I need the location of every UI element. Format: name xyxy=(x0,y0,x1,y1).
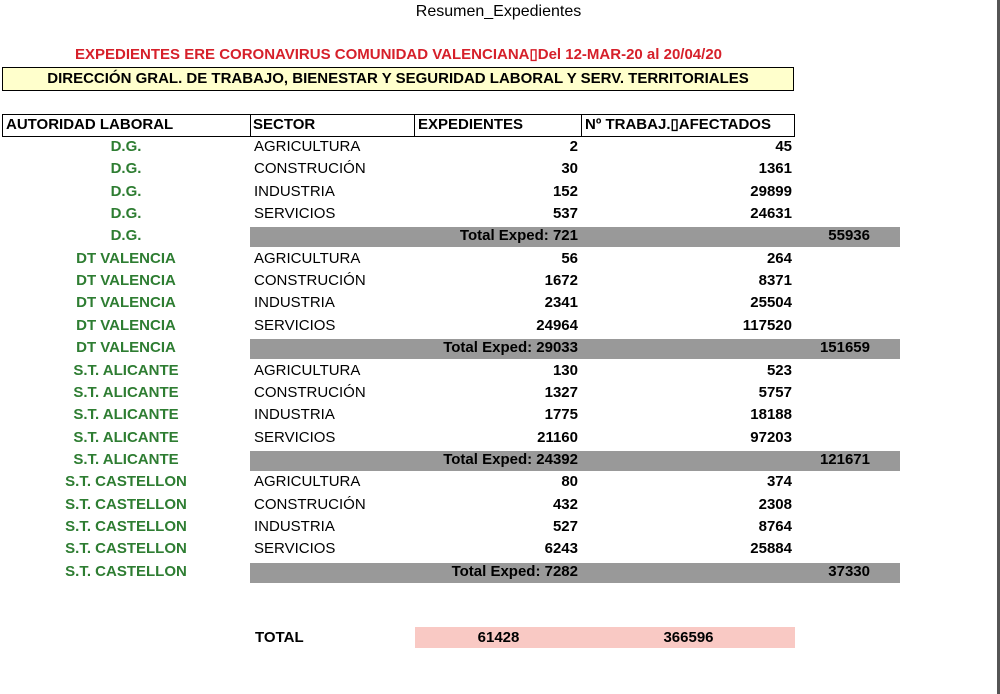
sector: AGRICULTURA xyxy=(254,473,361,491)
authority: D.G. xyxy=(110,138,142,155)
expedientes: 6243 xyxy=(544,540,578,558)
header-cell: EXPEDIENTES xyxy=(415,114,582,137)
total-expedientes: Total Exped: 24392 xyxy=(443,450,578,468)
total-trabajadores: 121671 xyxy=(819,450,870,468)
trabajadores: 117520 xyxy=(742,316,792,334)
expedientes: 30 xyxy=(561,160,578,178)
header-cell: AUTORIDAD LABORAL xyxy=(2,114,251,137)
authority: S.T. CASTELLON xyxy=(65,517,187,535)
total-bar xyxy=(250,339,900,360)
grand-total-label: TOTAL xyxy=(255,629,304,646)
sector: AGRICULTURA xyxy=(254,138,361,155)
trabajadores: 18188 xyxy=(750,406,792,424)
authority: DT VALENCIA xyxy=(76,339,176,357)
authority: D.G. xyxy=(110,227,142,245)
sector: AGRICULTURA xyxy=(254,361,361,379)
total-bar xyxy=(250,562,900,583)
expedientes: 152 xyxy=(552,182,578,200)
expedientes: 80 xyxy=(561,473,578,491)
authority: DT VALENCIA xyxy=(76,249,176,267)
trabajadores: 25504 xyxy=(750,294,792,312)
authority: DT VALENCIA xyxy=(76,316,176,334)
total-trabajadores: 151659 xyxy=(819,339,870,357)
total-expedientes: Total Exped: 721 xyxy=(459,227,578,245)
trabajadores: 29899 xyxy=(750,182,792,200)
trabajadores: 25884 xyxy=(750,540,792,558)
expedientes: 2341 xyxy=(544,294,578,312)
trabajadores: 523 xyxy=(766,361,792,379)
expedientes: 527 xyxy=(552,517,578,535)
sector: CONSTRUCIÓN xyxy=(254,383,366,401)
total-bar xyxy=(250,227,900,248)
authority: S.T. CASTELLON xyxy=(65,473,187,491)
expedientes: 1672 xyxy=(544,272,578,290)
trabajadores: 45 xyxy=(775,138,792,155)
trabajadores: 24631 xyxy=(750,205,792,223)
trabajadores: 5757 xyxy=(758,383,792,401)
sector: SERVICIOS xyxy=(254,428,336,446)
authority: DT VALENCIA xyxy=(76,272,176,290)
authority: DT VALENCIA xyxy=(76,294,176,312)
authority: S.T. CASTELLON xyxy=(65,562,187,580)
authority: D.G. xyxy=(110,160,142,178)
authority: S.T. ALICANTE xyxy=(73,406,179,424)
sector: SERVICIOS xyxy=(254,316,336,334)
grand-total-expedientes: 61428 xyxy=(477,629,520,646)
header-cell: SECTOR xyxy=(250,114,415,137)
header-cell: Nº TRABAJ.▯AFECTADOS xyxy=(582,114,795,137)
total-bar xyxy=(250,450,900,471)
expedientes: 56 xyxy=(561,249,578,267)
authority: S.T. ALICANTE xyxy=(73,428,179,446)
grand-total-trabajadores: 366596 xyxy=(663,629,714,646)
authority: S.T. CASTELLON xyxy=(65,495,187,513)
sector: INDUSTRIA xyxy=(254,294,335,312)
expedientes: 537 xyxy=(552,205,578,223)
sector: AGRICULTURA xyxy=(254,249,361,267)
expedientes: 1775 xyxy=(544,406,578,424)
sector: SERVICIOS xyxy=(254,205,336,223)
authority: S.T. CASTELLON xyxy=(65,540,187,558)
trabajadores: 97203 xyxy=(750,428,792,446)
trabajadores: 374 xyxy=(766,473,792,491)
total-expedientes: Total Exped: 29033 xyxy=(443,339,578,357)
authority: D.G. xyxy=(110,182,142,200)
expedientes: 21160 xyxy=(537,428,578,446)
subtitle: DIRECCIÓN GRAL. DE TRABAJO, BIENESTAR Y … xyxy=(2,67,794,91)
expedientes: 432 xyxy=(552,495,578,513)
authority: S.T. ALICANTE xyxy=(73,383,179,401)
sector: SERVICIOS xyxy=(254,540,336,558)
expedientes: 2 xyxy=(569,138,578,155)
window-title: Resumen_Expedientes xyxy=(415,3,582,20)
authority: D.G. xyxy=(110,205,142,223)
sector: CONSTRUCIÓN xyxy=(254,272,366,290)
sector: INDUSTRIA xyxy=(254,406,335,424)
total-expedientes: Total Exped: 7282 xyxy=(451,562,578,580)
title: EXPEDIENTES ERE CORONAVIRUS COMUNIDAD VA… xyxy=(75,46,722,63)
sector: CONSTRUCIÓN xyxy=(254,160,366,178)
sector: CONSTRUCIÓN xyxy=(254,495,366,513)
trabajadores: 8764 xyxy=(758,517,792,535)
expedientes: 130 xyxy=(552,361,578,379)
grand-total-bar xyxy=(415,627,795,648)
trabajadores: 2308 xyxy=(758,495,792,513)
trabajadores: 264 xyxy=(766,249,792,267)
total-trabajadores: 55936 xyxy=(828,227,870,245)
expedientes: 24964 xyxy=(536,316,578,334)
total-trabajadores: 37330 xyxy=(828,562,870,580)
sector: INDUSTRIA xyxy=(254,517,335,535)
authority: S.T. ALICANTE xyxy=(73,361,179,379)
trabajadores: 1361 xyxy=(758,160,792,178)
expedientes: 1327 xyxy=(544,383,578,401)
trabajadores: 8371 xyxy=(758,272,792,290)
authority: S.T. ALICANTE xyxy=(73,450,179,468)
sector: INDUSTRIA xyxy=(254,182,335,200)
